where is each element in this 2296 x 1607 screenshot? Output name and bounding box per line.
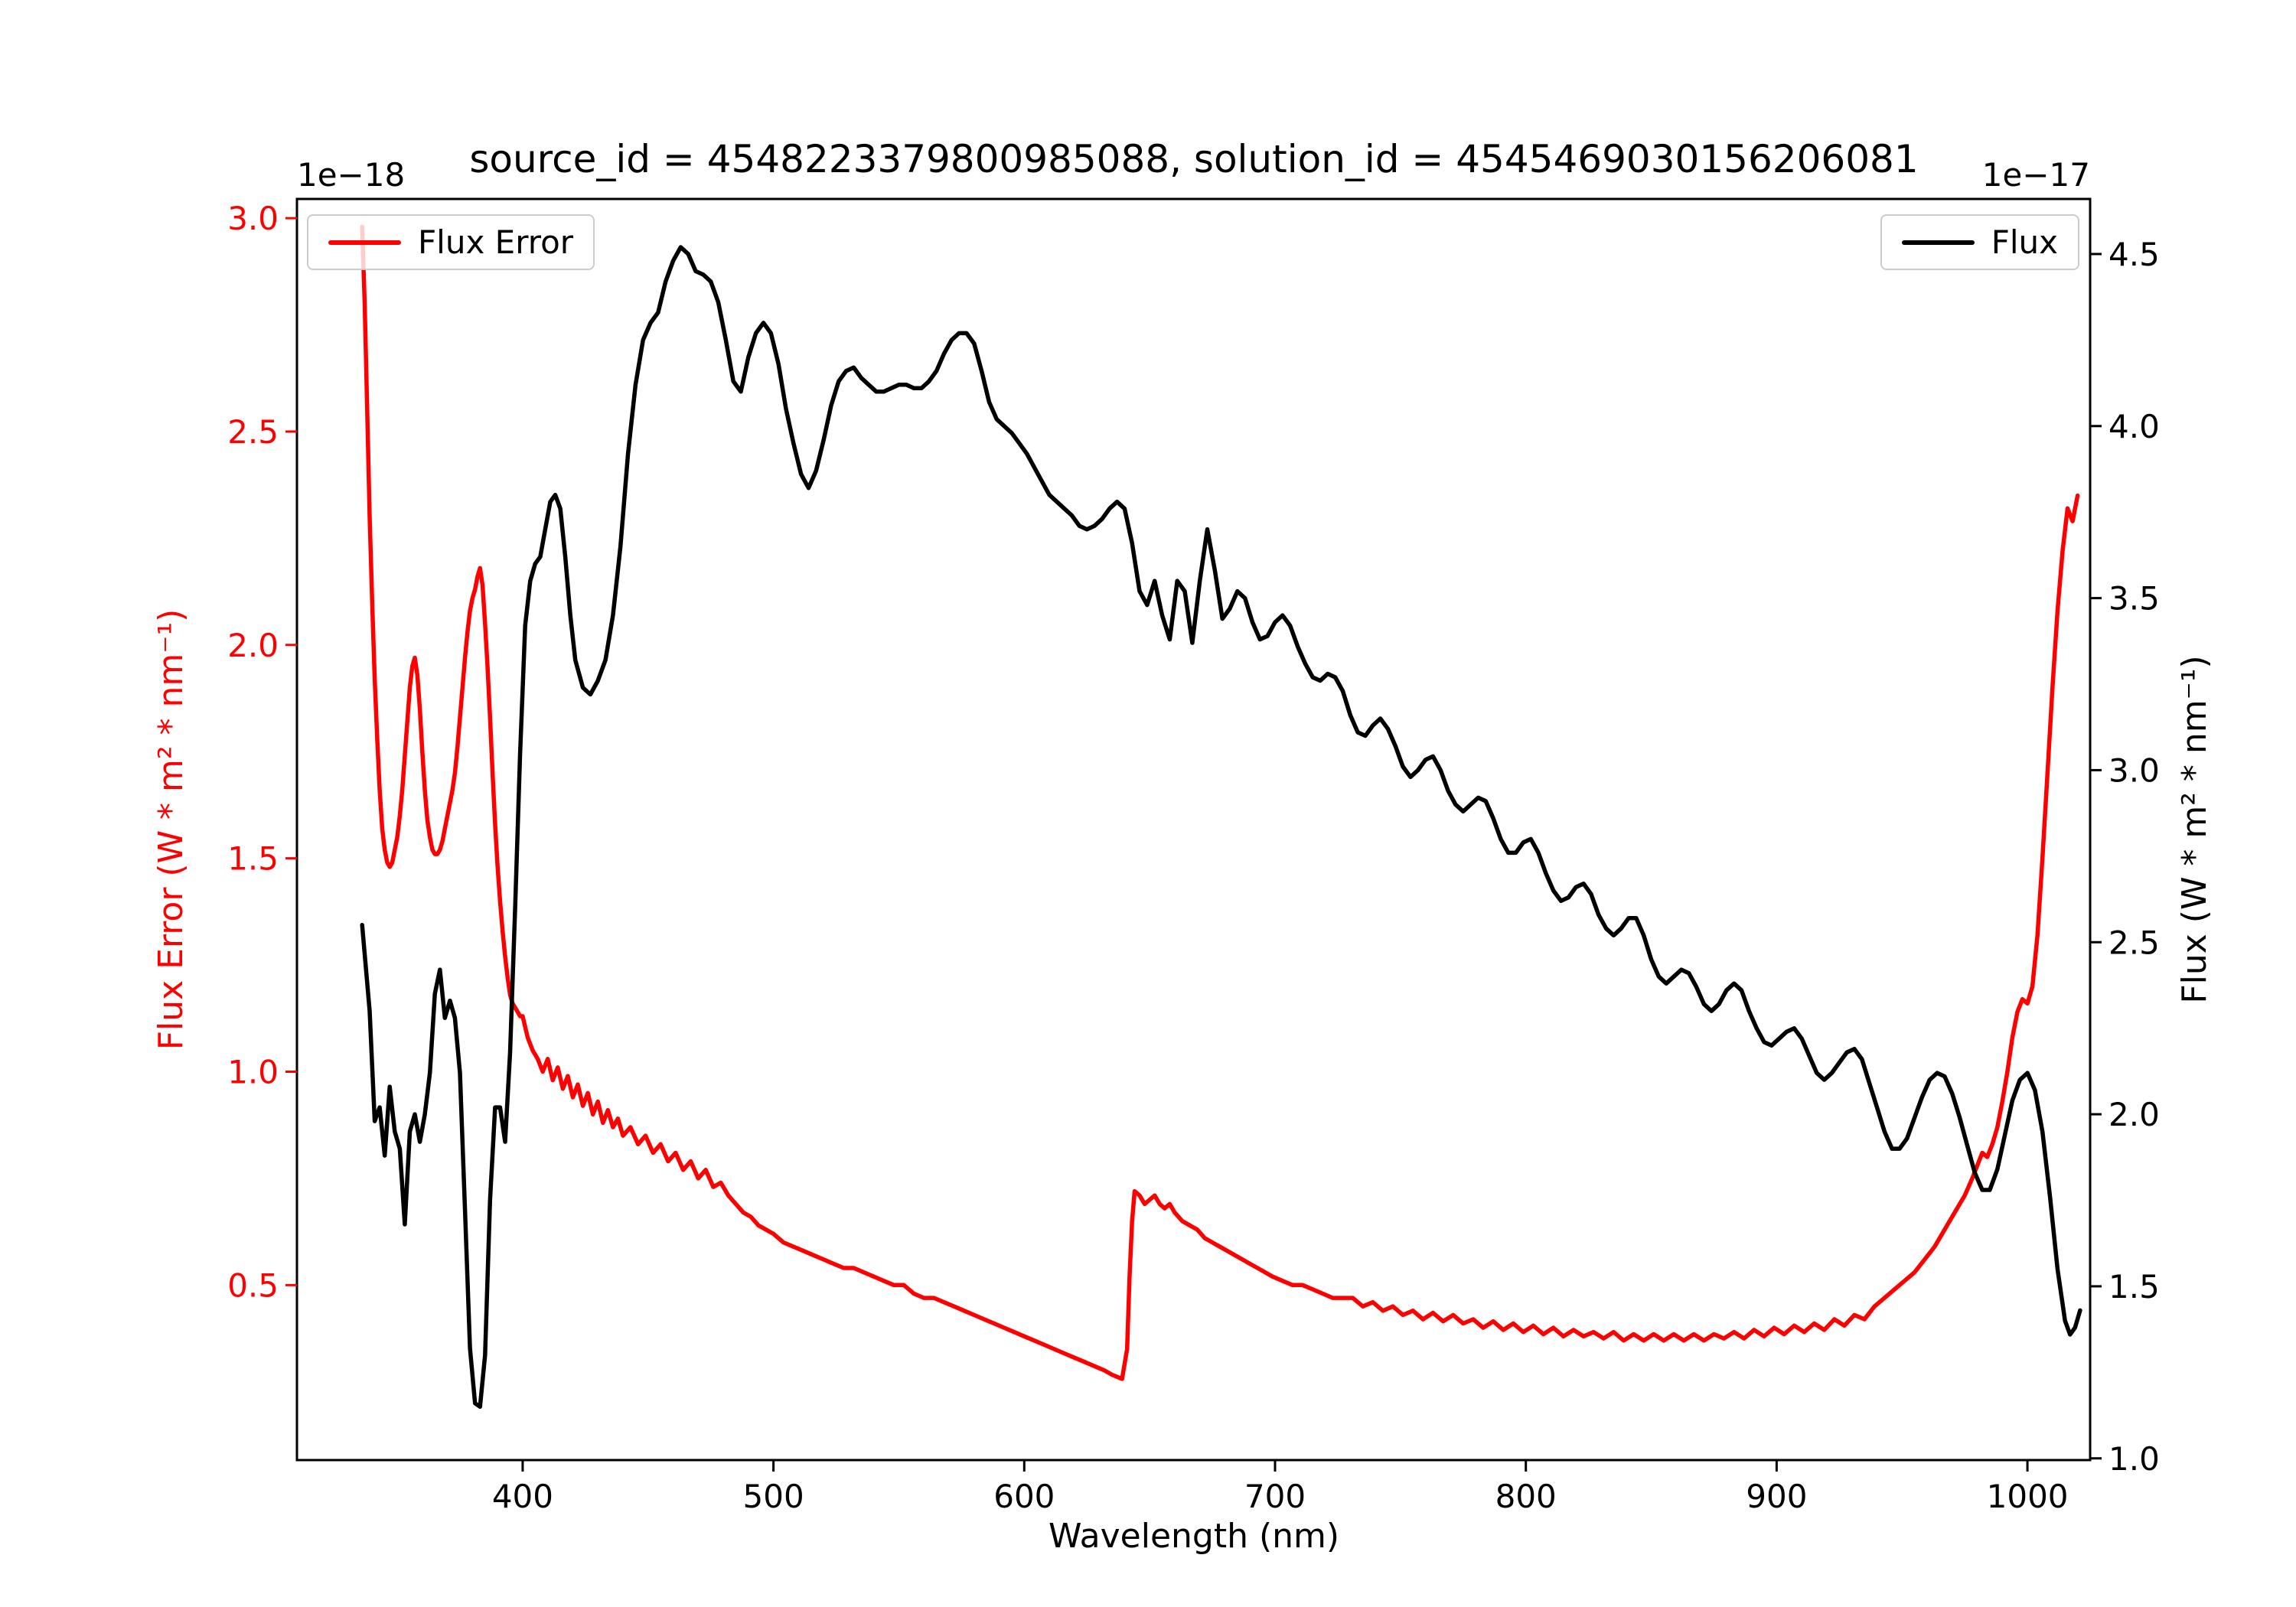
flux-error-legend-line — [328, 240, 401, 245]
left-axis-offset-text: 1e−18 — [297, 156, 405, 194]
right-y-tick-label: 1.5 — [2108, 1268, 2160, 1305]
x-tick-label: 800 — [1495, 1478, 1557, 1515]
flux-error-legend-label: Flux Error — [418, 223, 574, 261]
right-y-tick-label: 3.0 — [2108, 751, 2160, 789]
right-y-tick-label: 2.0 — [2108, 1096, 2160, 1133]
right-y-tick-label: 3.5 — [2108, 580, 2160, 618]
left-y-tick-label: 3.0 — [227, 200, 279, 237]
series-line-flux-error — [360, 224, 2080, 1381]
right-y-tick-label: 1.0 — [2108, 1440, 2160, 1478]
legend-flux-error: Flux Error — [307, 214, 595, 270]
flux-legend-label: Flux — [1991, 223, 2058, 261]
x-tick-label: 900 — [1746, 1478, 1807, 1515]
right-axis-label: Flux (W * m² * nm⁻¹) — [2175, 655, 2214, 1003]
chart-title: source_id = 4548223379800985088, solutio… — [469, 137, 1918, 181]
right-axis-offset-text: 1e−17 — [1982, 156, 2090, 194]
left-y-tick-label: 1.5 — [227, 840, 279, 878]
legend-flux: Flux — [1880, 214, 2079, 270]
x-tick-label: 700 — [1244, 1478, 1306, 1515]
right-y-tick-label: 4.5 — [2108, 236, 2160, 273]
left-y-tick-label: 2.5 — [227, 413, 279, 451]
series-line-flux — [360, 245, 2082, 1410]
left-y-tick-label: 0.5 — [227, 1266, 279, 1304]
x-axis-label: Wavelength (nm) — [1049, 1517, 1339, 1556]
right-y-tick-label: 4.0 — [2108, 408, 2160, 445]
x-tick-label: 400 — [492, 1478, 553, 1515]
flux-legend-line — [1901, 240, 1975, 245]
x-tick-label: 500 — [743, 1478, 804, 1515]
left-y-tick-label: 1.0 — [227, 1053, 279, 1090]
right-y-tick-label: 2.5 — [2108, 924, 2160, 961]
left-y-tick-label: 2.0 — [227, 627, 279, 664]
x-tick-label: 1000 — [1987, 1478, 2069, 1515]
x-tick-label: 600 — [993, 1478, 1055, 1515]
left-axis-label: Flux Error (W * m² * nm⁻¹) — [152, 609, 191, 1051]
axes-frame — [295, 197, 2092, 1462]
